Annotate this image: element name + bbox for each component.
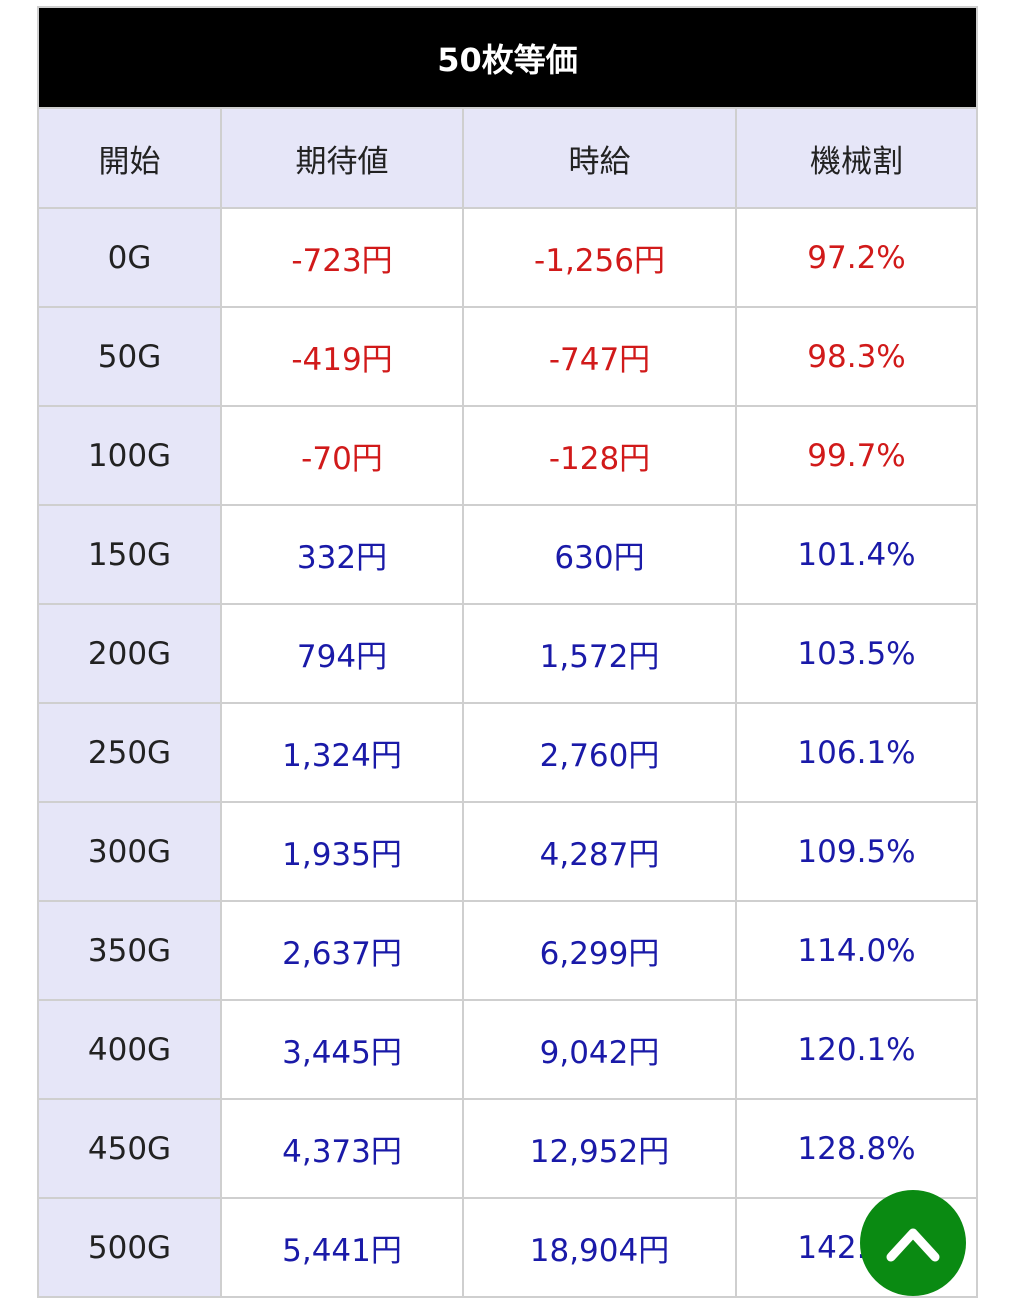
cell-start: 100G: [37, 405, 222, 506]
cell-hourly-wage: 9,042円: [462, 999, 737, 1100]
cell-hourly-wage: 12,952円: [462, 1098, 737, 1199]
cell-expected-value: 5,441円: [220, 1197, 464, 1298]
header-expected-value: 期待値: [220, 107, 464, 209]
cell-expected-value: 4,373円: [220, 1098, 464, 1199]
cell-machine-rate: 109.5%: [734, 801, 979, 902]
table-row: 400G 3,445円 9,042円 120.1%: [37, 999, 979, 1100]
cell-expected-value: -419円: [220, 306, 464, 407]
cell-machine-rate: 97.2%: [734, 207, 979, 308]
table-row: 500G 5,441円 18,904円 142.0%: [37, 1197, 979, 1298]
cell-expected-value: 2,637円: [220, 900, 464, 1001]
cell-hourly-wage: 18,904円: [462, 1197, 737, 1298]
header-machine-rate: 機械割: [734, 107, 979, 209]
cell-machine-rate: 99.7%: [734, 405, 979, 506]
cell-expected-value: 794円: [220, 603, 464, 704]
table-title: 50枚等価: [36, 6, 979, 108]
table-row: 350G 2,637円 6,299円 114.0%: [37, 900, 979, 1001]
cell-start: 350G: [37, 900, 222, 1001]
payout-table: 50枚等価 開始 期待値 時給 機械割 0G -723円 -1,256円 97.2% 5…: [36, 6, 979, 1298]
table-row: 50G -419円 -747円 98.3%: [37, 306, 979, 407]
payout-table-wrapper: 50枚等価 開始 期待値 時給 機械割 0G -723円 -1,256円 97.2% 5…: [36, 6, 979, 1298]
table-row: 100G -70円 -128円 99.7%: [37, 405, 979, 506]
table-row: 150G 332円 630円 101.4%: [37, 504, 979, 605]
cell-machine-rate: 103.5%: [734, 603, 979, 704]
cell-start: 450G: [37, 1098, 222, 1199]
cell-hourly-wage: 2,760円: [462, 702, 737, 803]
scroll-to-top-button[interactable]: [860, 1190, 966, 1296]
cell-start: 200G: [37, 603, 222, 704]
cell-start: 500G: [37, 1197, 222, 1298]
header-start: 開始: [37, 107, 222, 209]
cell-expected-value: 1,324円: [220, 702, 464, 803]
cell-hourly-wage: -747円: [462, 306, 737, 407]
table-row: 200G 794円 1,572円 103.5%: [37, 603, 979, 704]
table-row: 450G 4,373円 12,952円 128.8%: [37, 1098, 979, 1199]
cell-machine-rate: 114.0%: [734, 900, 979, 1001]
cell-start: 150G: [37, 504, 222, 605]
cell-expected-value: 332円: [220, 504, 464, 605]
table-header-row: 開始 期待値 時給 機械割: [37, 107, 979, 209]
cell-start: 0G: [37, 207, 222, 308]
cell-expected-value: -723円: [220, 207, 464, 308]
cell-start: 300G: [37, 801, 222, 902]
cell-hourly-wage: 630円: [462, 504, 737, 605]
cell-start: 400G: [37, 999, 222, 1100]
cell-start: 50G: [37, 306, 222, 407]
cell-hourly-wage: 1,572円: [462, 603, 737, 704]
cell-hourly-wage: -128円: [462, 405, 737, 506]
cell-start: 250G: [37, 702, 222, 803]
header-hourly-wage: 時給: [462, 107, 737, 209]
table-row: 0G -723円 -1,256円 97.2%: [37, 207, 979, 308]
cell-machine-rate: 128.8%: [734, 1098, 979, 1199]
cell-machine-rate: 106.1%: [734, 702, 979, 803]
cell-hourly-wage: -1,256円: [462, 207, 737, 308]
chevron-up-icon: [886, 1228, 940, 1262]
cell-expected-value: 1,935円: [220, 801, 464, 902]
cell-machine-rate: 120.1%: [734, 999, 979, 1100]
cell-hourly-wage: 4,287円: [462, 801, 737, 902]
cell-machine-rate: 101.4%: [734, 504, 979, 605]
table-title-row: 50枚等価: [36, 6, 979, 108]
cell-hourly-wage: 6,299円: [462, 900, 737, 1001]
cell-expected-value: 3,445円: [220, 999, 464, 1100]
cell-expected-value: -70円: [220, 405, 464, 506]
table-row: 250G 1,324円 2,760円 106.1%: [37, 702, 979, 803]
cell-machine-rate: 98.3%: [734, 306, 979, 407]
table-row: 300G 1,935円 4,287円 109.5%: [37, 801, 979, 902]
table-body: 0G -723円 -1,256円 97.2% 50G -419円 -747円 98.3% 100…: [37, 207, 979, 1298]
